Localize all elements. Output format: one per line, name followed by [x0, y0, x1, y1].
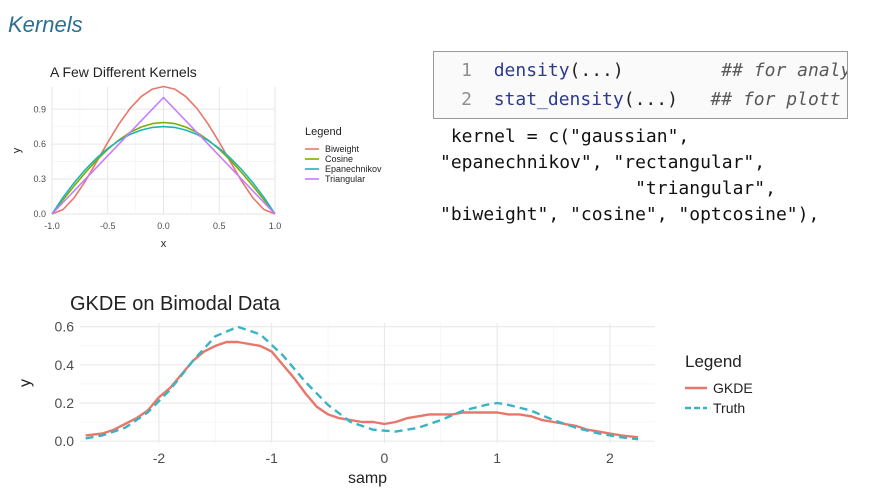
y-tick-label: 0.0: [55, 433, 75, 449]
x-tick-label: 2: [606, 450, 614, 466]
legend-label: Cosine: [325, 154, 353, 164]
line-number: 1: [461, 60, 472, 81]
code-function: density: [493, 60, 570, 81]
legend-label: Truth: [713, 400, 745, 416]
x-tick-label: 1.0: [269, 221, 282, 231]
x-tick-label: 0.0: [157, 221, 170, 231]
y-axis-label: y: [17, 379, 34, 387]
kernel-argument-text: kernel = c("gaussian", "epanechnikov", "…: [440, 126, 820, 225]
series-line-triangular: [51, 96, 276, 215]
y-tick-label: 0.0: [33, 209, 46, 219]
line-number: 2: [461, 89, 472, 110]
code-comment: ## for plott: [710, 89, 841, 110]
x-tick-label: 1: [493, 450, 501, 466]
legend-title: Legend: [685, 352, 742, 371]
code-args: (...): [569, 60, 624, 81]
x-tick-label: 0.5: [213, 221, 226, 231]
x-tick-label: 0: [381, 450, 389, 466]
slide-title: Kernels: [8, 12, 83, 37]
y-tick-label: 0.6: [55, 319, 75, 335]
code-function: stat_density: [493, 89, 624, 110]
series-line-epanechnikov: [51, 125, 276, 215]
y-tick-label: 0.9: [33, 104, 46, 114]
legend-label: Biweight: [325, 144, 360, 154]
x-tick-label: -0.5: [100, 221, 116, 231]
x-tick-label: -1: [265, 450, 278, 466]
series-line-cosine: [51, 121, 276, 215]
x-axis-label: samp: [348, 470, 387, 487]
y-tick-label: 0.3: [33, 174, 46, 184]
kernels-chart: A Few Different Kernels -1.0 -0.5 0.0 0.5 1.0…: [11, 64, 382, 250]
gkde-chart: GKDE on Bimodal Data -2 -1 0 1 2 0.0 0.2 0.4 0.6 s…: [17, 293, 753, 487]
y-tick-label: 0.2: [55, 395, 75, 411]
chart-title: GKDE on Bimodal Data: [70, 293, 281, 315]
code-line-1: 1 density(...) ## for analy: [434, 60, 848, 81]
series-line-truth: [85, 325, 639, 441]
y-axis-label: y: [11, 147, 23, 153]
legend-label: GKDE: [713, 380, 753, 396]
code-comment: ## for analy: [721, 60, 848, 81]
y-tick-label: 0.6: [33, 139, 46, 149]
code-line-2: 2 stat_density(...) ## for plott: [434, 89, 840, 110]
legend-title: Legend: [305, 126, 342, 138]
series-line-gkde: [85, 340, 639, 439]
y-tick-label: 0.4: [55, 357, 75, 373]
code-block: 1 density(...) ## for analy 2 stat_densi…: [433, 51, 848, 119]
legend-label: Epanechnikov: [325, 164, 382, 174]
legend-label: Triangular: [325, 174, 365, 184]
x-tick-label: -1.0: [44, 221, 60, 231]
x-axis-label: x: [161, 238, 167, 250]
chart-title: A Few Different Kernels: [50, 64, 197, 80]
code-args: (...): [623, 89, 678, 110]
x-tick-label: -2: [153, 450, 166, 466]
